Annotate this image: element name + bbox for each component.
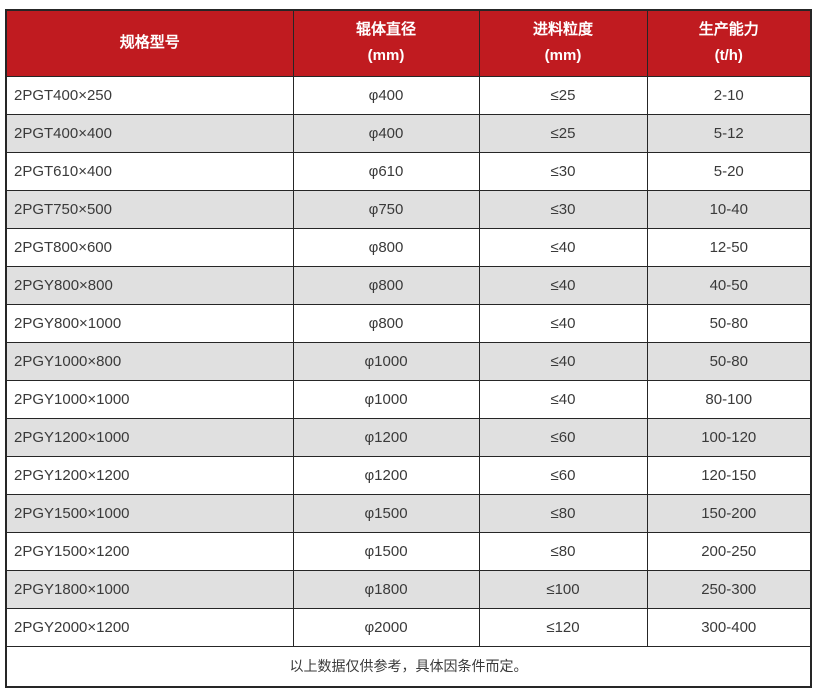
table-row: 2PGT800×600 φ800 ≤40 12-50 (5, 227, 812, 267)
table-row: 2PGY1000×1000 φ1000 ≤40 80-100 (5, 379, 812, 419)
cell-roller-diameter: φ1800 (292, 569, 480, 609)
cell-feed-size: ≤40 (478, 379, 648, 419)
spec-table-footer: 以上数据仅供参考，具体因条件而定。 (5, 645, 812, 688)
spec-table-body: 2PGT400×250 φ400 ≤25 2-10 2PGT400×400 φ400 ≤25… (5, 75, 812, 647)
table-row: 2PGY2000×1200 φ2000 ≤120 300-400 (5, 607, 812, 647)
cell-model: 2PGT750×500 (5, 189, 294, 229)
cell-capacity: 100-120 (646, 417, 812, 457)
cell-roller-diameter: φ1000 (292, 379, 480, 419)
cell-capacity: 5-12 (646, 113, 812, 153)
cell-model: 2PGY1000×1000 (5, 379, 294, 419)
cell-model: 2PGT610×400 (5, 151, 294, 191)
cell-feed-size: ≤80 (478, 531, 648, 571)
cell-feed-size: ≤25 (478, 113, 648, 153)
header-label-model: 规格型号 (119, 34, 180, 52)
cell-model: 2PGY1800×1000 (5, 569, 294, 609)
table-row: 2PGY800×800 φ800 ≤40 40-50 (5, 265, 812, 305)
table-row: 2PGT400×400 φ400 ≤25 5-12 (5, 113, 812, 153)
cell-model: 2PGY800×1000 (5, 303, 294, 343)
cell-capacity: 80-100 (646, 379, 812, 419)
header-label-capacity: 生产能力 (698, 21, 759, 39)
cell-roller-diameter: φ2000 (292, 607, 480, 647)
cell-feed-size: ≤40 (478, 341, 648, 381)
cell-feed-size: ≤40 (478, 303, 648, 343)
cell-capacity: 40-50 (646, 265, 812, 305)
cell-roller-diameter: φ750 (292, 189, 480, 229)
header-cell-roller-diameter: 辊体直径 (mm) (292, 9, 480, 77)
cell-capacity: 200-250 (646, 531, 812, 571)
cell-feed-size: ≤30 (478, 151, 648, 191)
header-label-feed-size: 进料粒度 (532, 21, 593, 39)
cell-roller-diameter: φ1200 (292, 417, 480, 457)
table-row: 2PGY1800×1000 φ1800 ≤100 250-300 (5, 569, 812, 609)
cell-feed-size: ≤100 (478, 569, 648, 609)
cell-feed-size: ≤30 (478, 189, 648, 229)
cell-feed-size: ≤120 (478, 607, 648, 647)
cell-capacity: 50-80 (646, 303, 812, 343)
cell-model: 2PGY1200×1200 (5, 455, 294, 495)
cell-model: 2PGY1000×800 (5, 341, 294, 381)
cell-roller-diameter: φ800 (292, 227, 480, 267)
table-row: 2PGY1200×1200 φ1200 ≤60 120-150 (5, 455, 812, 495)
cell-model: 2PGY800×800 (5, 265, 294, 305)
cell-feed-size: ≤60 (478, 417, 648, 457)
cell-capacity: 150-200 (646, 493, 812, 533)
cell-roller-diameter: φ1200 (292, 455, 480, 495)
header-unit-capacity: (t/h) (714, 47, 743, 65)
cell-feed-size: ≤40 (478, 265, 648, 305)
spec-table: 规格型号 辊体直径 (mm) 进料粒度 (mm) 生产能力 (t/h) 2PGT… (5, 9, 812, 688)
header-label-roller-diameter: 辊体直径 (355, 21, 416, 39)
cell-roller-diameter: φ400 (292, 75, 480, 115)
cell-roller-diameter: φ800 (292, 265, 480, 305)
table-row: 2PGY1200×1000 φ1200 ≤60 100-120 (5, 417, 812, 457)
cell-roller-diameter: φ1500 (292, 493, 480, 533)
cell-roller-diameter: φ610 (292, 151, 480, 191)
cell-capacity: 10-40 (646, 189, 812, 229)
cell-model: 2PGY1200×1000 (5, 417, 294, 457)
cell-capacity: 2-10 (646, 75, 812, 115)
cell-capacity: 250-300 (646, 569, 812, 609)
cell-roller-diameter: φ800 (292, 303, 480, 343)
cell-model: 2PGT400×400 (5, 113, 294, 153)
header-unit-roller-diameter: (mm) (367, 47, 405, 65)
cell-feed-size: ≤40 (478, 227, 648, 267)
cell-capacity: 120-150 (646, 455, 812, 495)
table-row: 2PGY800×1000 φ800 ≤40 50-80 (5, 303, 812, 343)
cell-feed-size: ≤60 (478, 455, 648, 495)
cell-roller-diameter: φ400 (292, 113, 480, 153)
cell-model: 2PGT400×250 (5, 75, 294, 115)
cell-feed-size: ≤80 (478, 493, 648, 533)
table-row: 2PGT750×500 φ750 ≤30 10-40 (5, 189, 812, 229)
cell-model: 2PGT800×600 (5, 227, 294, 267)
cell-roller-diameter: φ1000 (292, 341, 480, 381)
table-row: 2PGT610×400 φ610 ≤30 5-20 (5, 151, 812, 191)
header-cell-capacity: 生产能力 (t/h) (646, 9, 812, 77)
header-cell-model: 规格型号 (5, 9, 294, 77)
cell-model: 2PGY1500×1000 (5, 493, 294, 533)
table-row: 2PGY1000×800 φ1000 ≤40 50-80 (5, 341, 812, 381)
cell-capacity: 50-80 (646, 341, 812, 381)
cell-capacity: 5-20 (646, 151, 812, 191)
spec-table-header: 规格型号 辊体直径 (mm) 进料粒度 (mm) 生产能力 (t/h) (5, 9, 812, 77)
cell-feed-size: ≤25 (478, 75, 648, 115)
footer-note: 以上数据仅供参考，具体因条件而定。 (5, 645, 812, 688)
table-row: 2PGT400×250 φ400 ≤25 2-10 (5, 75, 812, 115)
cell-roller-diameter: φ1500 (292, 531, 480, 571)
cell-capacity: 12-50 (646, 227, 812, 267)
cell-capacity: 300-400 (646, 607, 812, 647)
header-unit-feed-size: (mm) (544, 47, 582, 65)
footer-row: 以上数据仅供参考，具体因条件而定。 (5, 645, 812, 688)
table-row: 2PGY1500×1200 φ1500 ≤80 200-250 (5, 531, 812, 571)
table-row: 2PGY1500×1000 φ1500 ≤80 150-200 (5, 493, 812, 533)
cell-model: 2PGY1500×1200 (5, 531, 294, 571)
header-row: 规格型号 辊体直径 (mm) 进料粒度 (mm) 生产能力 (t/h) (5, 9, 812, 77)
header-cell-feed-size: 进料粒度 (mm) (478, 9, 648, 77)
cell-model: 2PGY2000×1200 (5, 607, 294, 647)
